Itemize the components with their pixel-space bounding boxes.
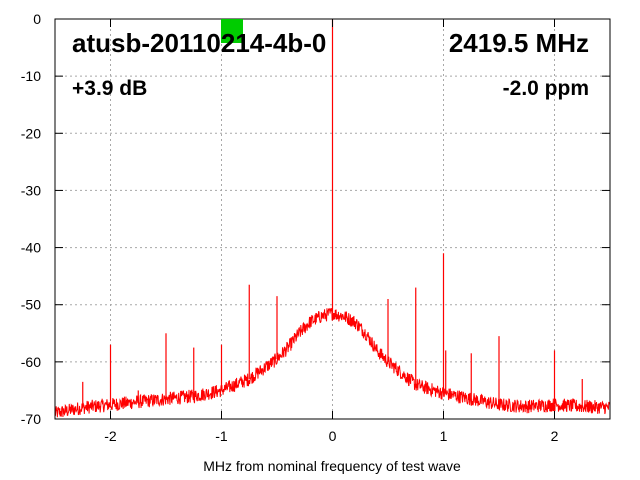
status-indicator xyxy=(221,19,243,43)
gain-label: +3.9 dB xyxy=(72,77,147,100)
ticks: -2 -1 0 1 20-10-20-30-40-50-60-70 xyxy=(21,11,610,444)
frequency-label: 2419.5 MHz xyxy=(449,28,589,58)
x-tick-label: 1 xyxy=(440,428,448,444)
y-tick-label: -10 xyxy=(21,68,41,84)
y-tick-label: -40 xyxy=(21,240,41,256)
y-tick-label: -60 xyxy=(21,354,41,370)
y-tick-label: -50 xyxy=(21,297,41,313)
x-axis-label: MHz from nominal frequency of test wave xyxy=(203,458,461,474)
x-tick-label: 0 xyxy=(329,428,337,444)
offset-label: -2.0 ppm xyxy=(503,77,589,100)
series-layer xyxy=(54,19,611,418)
x-tick-label: -1 xyxy=(215,428,228,444)
x-tick-label: 2 xyxy=(551,428,559,444)
y-tick-label: -70 xyxy=(21,411,41,427)
y-tick-label: 0 xyxy=(33,11,41,27)
noise-floor-trace xyxy=(54,307,611,418)
y-tick-label: -20 xyxy=(21,125,41,141)
x-tick-label: -2 xyxy=(104,428,117,444)
device-label: atusb-20110214-4b-0 xyxy=(72,28,326,58)
y-tick-label: -30 xyxy=(21,182,41,198)
